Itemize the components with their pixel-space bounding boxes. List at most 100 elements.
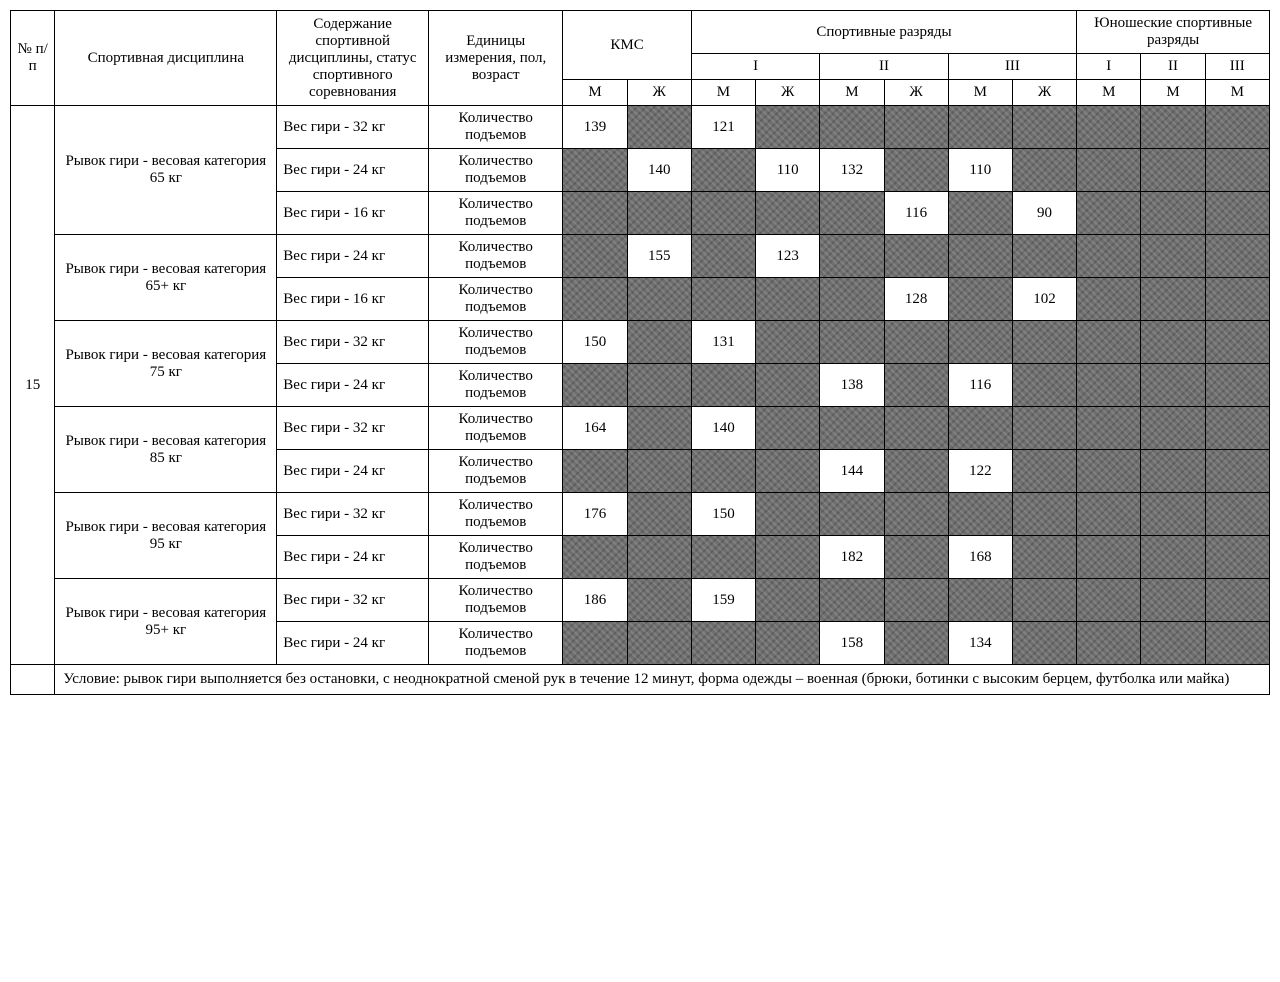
hdr-I-f: Ж xyxy=(756,80,820,106)
hdr-yII-m: М xyxy=(1141,80,1205,106)
hdr-yI-m: М xyxy=(1077,80,1141,106)
value-cell xyxy=(691,235,755,278)
value-cell xyxy=(1077,235,1141,278)
value-cell xyxy=(884,407,948,450)
value-cell xyxy=(948,493,1012,536)
table-body: 15Рывок гири - весовая категория 65 кгВе… xyxy=(11,106,1270,695)
hdr-units: Единицы измерения, пол, возраст xyxy=(429,11,563,106)
value-cell xyxy=(1012,364,1076,407)
value-cell xyxy=(884,235,948,278)
value-cell xyxy=(691,536,755,579)
value-cell: 121 xyxy=(691,106,755,149)
value-cell: 176 xyxy=(563,493,627,536)
hdr-I-m: М xyxy=(691,80,755,106)
value-cell xyxy=(1205,321,1269,364)
value-cell xyxy=(756,192,820,235)
discipline-name: Рывок гири - весовая категория 95 кг xyxy=(55,493,277,579)
value-cell xyxy=(563,278,627,321)
value-cell xyxy=(756,622,820,665)
value-cell xyxy=(1077,407,1141,450)
value-cell xyxy=(820,321,884,364)
value-cell xyxy=(756,278,820,321)
value-cell xyxy=(884,622,948,665)
value-cell xyxy=(1205,235,1269,278)
value-cell xyxy=(948,407,1012,450)
value-cell xyxy=(884,536,948,579)
value-cell xyxy=(627,536,691,579)
value-cell xyxy=(884,321,948,364)
value-cell xyxy=(1141,622,1205,665)
value-cell xyxy=(627,106,691,149)
unit-cell: Количество подъемов xyxy=(429,493,563,536)
value-cell: 110 xyxy=(756,149,820,192)
value-cell: 140 xyxy=(691,407,755,450)
value-cell: 144 xyxy=(820,450,884,493)
table-row: Рывок гири - весовая категория 85 кгВес … xyxy=(11,407,1270,450)
unit-cell: Количество подъемов xyxy=(429,149,563,192)
value-cell xyxy=(1077,278,1141,321)
value-cell xyxy=(1012,493,1076,536)
value-cell xyxy=(627,364,691,407)
value-cell xyxy=(948,579,1012,622)
value-cell xyxy=(1141,536,1205,579)
hdr-kms-m: М xyxy=(563,80,627,106)
unit-cell: Количество подъемов xyxy=(429,450,563,493)
table-row: Рывок гири - весовая категория 95+ кгВес… xyxy=(11,579,1270,622)
value-cell: 90 xyxy=(1012,192,1076,235)
weight-cell: Вес гири - 32 кг xyxy=(277,106,429,149)
hdr-sport-ranks: Спортивные разряды xyxy=(691,11,1076,54)
hdr-kms: КМС xyxy=(563,11,691,80)
hdr-content: Содержание спортивной дисциплины, статус… xyxy=(277,11,429,106)
value-cell xyxy=(627,321,691,364)
value-cell xyxy=(691,192,755,235)
unit-cell: Количество подъемов xyxy=(429,536,563,579)
value-cell xyxy=(691,364,755,407)
value-cell xyxy=(1141,321,1205,364)
value-cell xyxy=(1141,106,1205,149)
value-cell xyxy=(563,622,627,665)
footnote-row: Условие: рывок гири выполняется без оста… xyxy=(11,665,1270,695)
value-cell xyxy=(563,192,627,235)
value-cell xyxy=(627,493,691,536)
standards-table: № п/п Спортивная дисциплина Содержание с… xyxy=(10,10,1270,695)
value-cell xyxy=(756,364,820,407)
value-cell xyxy=(1141,579,1205,622)
value-cell: 122 xyxy=(948,450,1012,493)
value-cell xyxy=(884,493,948,536)
weight-cell: Вес гири - 24 кг xyxy=(277,364,429,407)
weight-cell: Вес гири - 24 кг xyxy=(277,149,429,192)
value-cell xyxy=(563,450,627,493)
value-cell: 186 xyxy=(563,579,627,622)
weight-cell: Вес гири - 16 кг xyxy=(277,192,429,235)
value-cell xyxy=(1077,149,1141,192)
value-cell xyxy=(691,149,755,192)
value-cell: 140 xyxy=(627,149,691,192)
value-cell xyxy=(691,622,755,665)
value-cell xyxy=(1141,407,1205,450)
weight-cell: Вес гири - 24 кг xyxy=(277,622,429,665)
value-cell: 159 xyxy=(691,579,755,622)
value-cell xyxy=(948,106,1012,149)
weight-cell: Вес гири - 32 кг xyxy=(277,407,429,450)
weight-cell: Вес гири - 32 кг xyxy=(277,321,429,364)
value-cell xyxy=(884,106,948,149)
value-cell xyxy=(563,149,627,192)
value-cell: 123 xyxy=(756,235,820,278)
value-cell xyxy=(627,278,691,321)
value-cell xyxy=(691,278,755,321)
value-cell: 102 xyxy=(1012,278,1076,321)
hdr-III: III xyxy=(948,54,1076,80)
value-cell: 158 xyxy=(820,622,884,665)
table-header: № п/п Спортивная дисциплина Содержание с… xyxy=(11,11,1270,106)
hdr-II-m: М xyxy=(820,80,884,106)
discipline-name: Рывок гири - весовая категория 75 кг xyxy=(55,321,277,407)
value-cell xyxy=(1141,149,1205,192)
value-cell xyxy=(563,536,627,579)
hdr-III-m: М xyxy=(948,80,1012,106)
value-cell xyxy=(1141,493,1205,536)
hdr-num: № п/п xyxy=(11,11,55,106)
value-cell xyxy=(1141,235,1205,278)
unit-cell: Количество подъемов xyxy=(429,407,563,450)
value-cell: 155 xyxy=(627,235,691,278)
table-row: Рывок гири - весовая категория 75 кгВес … xyxy=(11,321,1270,364)
